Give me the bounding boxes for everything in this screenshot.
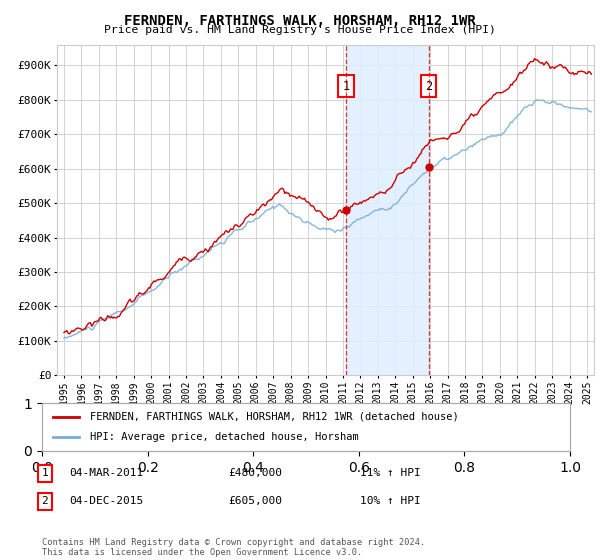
Text: 1: 1 — [343, 80, 349, 92]
Text: Contains HM Land Registry data © Crown copyright and database right 2024.
This d: Contains HM Land Registry data © Crown c… — [42, 538, 425, 557]
Bar — [346, 45, 429, 375]
Text: 04-MAR-2011: 04-MAR-2011 — [69, 468, 143, 478]
Text: 11% ↑ HPI: 11% ↑ HPI — [360, 468, 421, 478]
Text: Price paid vs. HM Land Registry's House Price Index (HPI): Price paid vs. HM Land Registry's House … — [104, 25, 496, 35]
Text: 2: 2 — [425, 80, 432, 92]
Text: 2: 2 — [41, 496, 49, 506]
Text: 1: 1 — [41, 468, 49, 478]
Text: £480,000: £480,000 — [228, 468, 282, 478]
Text: FERNDEN, FARTHINGS WALK, HORSHAM, RH12 1WR: FERNDEN, FARTHINGS WALK, HORSHAM, RH12 1… — [124, 14, 476, 28]
Text: £605,000: £605,000 — [228, 496, 282, 506]
Text: 10% ↑ HPI: 10% ↑ HPI — [360, 496, 421, 506]
Text: HPI: Average price, detached house, Horsham: HPI: Average price, detached house, Hors… — [89, 432, 358, 442]
Text: FERNDEN, FARTHINGS WALK, HORSHAM, RH12 1WR (detached house): FERNDEN, FARTHINGS WALK, HORSHAM, RH12 1… — [89, 412, 458, 422]
Text: 04-DEC-2015: 04-DEC-2015 — [69, 496, 143, 506]
